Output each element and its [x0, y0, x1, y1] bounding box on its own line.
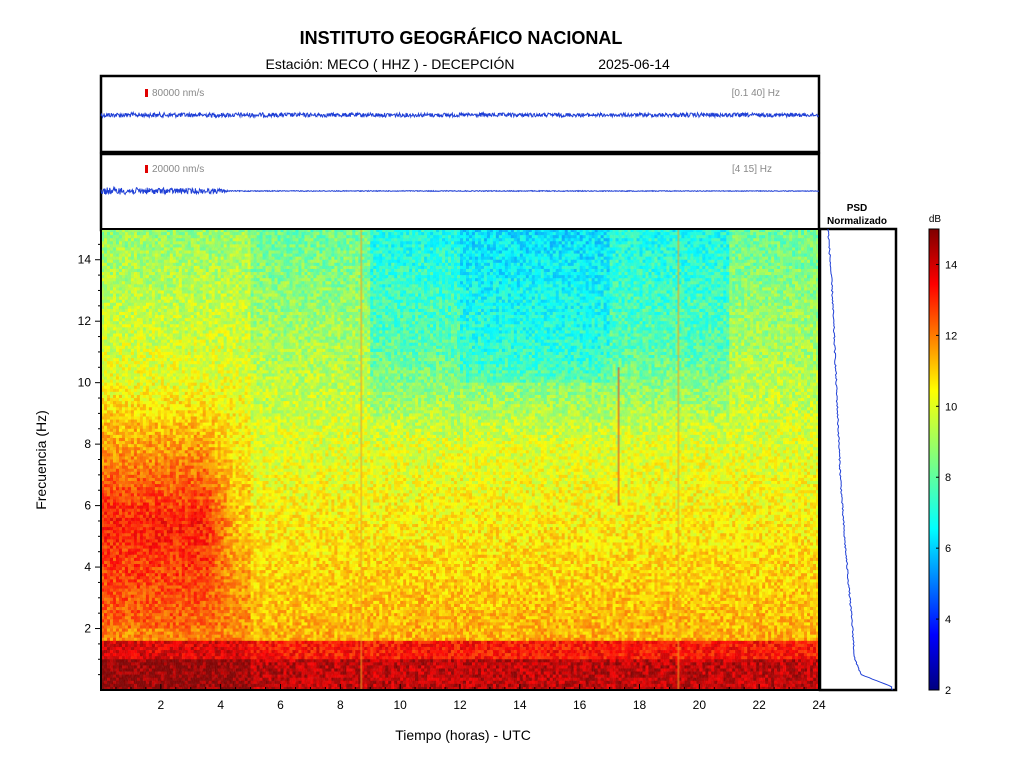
station-label: Estación: MECO ( HHZ ) - DECEPCIÓN	[266, 56, 515, 72]
band-label: [0.1 40] Hz	[732, 88, 780, 99]
scale-bar-marker	[145, 165, 148, 173]
scale-label: 20000 nm/s	[152, 164, 204, 175]
seismogram-trace	[100, 185, 820, 196]
band-label: [4 15] Hz	[732, 164, 772, 175]
scale-bar-marker	[145, 89, 148, 97]
report-title: INSTITUTO GEOGRÁFICO NACIONAL	[300, 27, 623, 48]
seismogram-panel-broadband: 80000 nm/s [0.1 40] Hz	[99, 74, 821, 154]
seismogram-trace	[100, 110, 819, 119]
panel-frame	[99, 152, 821, 232]
seismogram-panel-filtered: 20000 nm/s [4 15] Hz	[99, 152, 821, 232]
scale-label: 80000 nm/s	[152, 88, 204, 99]
date-label: 2025-06-14	[598, 56, 670, 72]
